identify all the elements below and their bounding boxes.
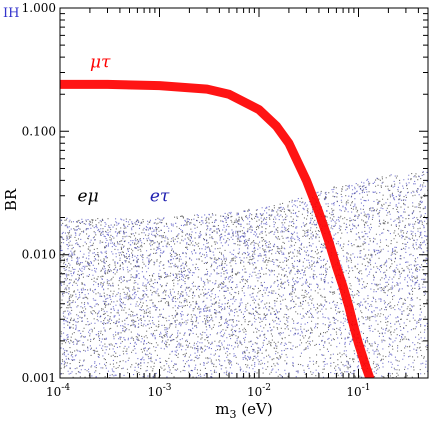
x-axis-label: m3 (eV) <box>215 400 272 421</box>
y-tick-label: 0.010 <box>22 248 56 262</box>
y-tick-label: 0.001 <box>22 371 56 385</box>
x-tick-label: 10-2 <box>247 383 271 399</box>
series-annotations: μτ eμ eτ <box>78 52 170 206</box>
scatter-series-emu <box>60 171 428 378</box>
axis-ticks <box>59 7 429 379</box>
plot-frame <box>59 7 429 379</box>
annotation-etau: eτ <box>150 186 170 206</box>
annotation-mutau: μτ <box>90 52 111 72</box>
scatter-points-layer <box>60 171 428 378</box>
y-tick-label: 1.000 <box>22 1 56 15</box>
tick-marks <box>59 7 429 379</box>
x-tick-label: 10-1 <box>346 383 370 399</box>
corner-tag: IH <box>3 6 19 21</box>
x-tick-label: 10-4 <box>46 383 70 399</box>
x-tick-label: 10-3 <box>147 383 171 399</box>
y-tick-label: 0.100 <box>22 124 56 138</box>
y-axis-label: BR <box>2 188 20 211</box>
mutau-band-layer <box>60 79 375 378</box>
band-series-mutau <box>60 79 375 378</box>
axis-tick-labels: 0.001 0.010 0.100 1.000 10-4 10-3 10-2 10-1 <box>22 1 371 399</box>
annotation-emu: eμ <box>78 186 99 206</box>
